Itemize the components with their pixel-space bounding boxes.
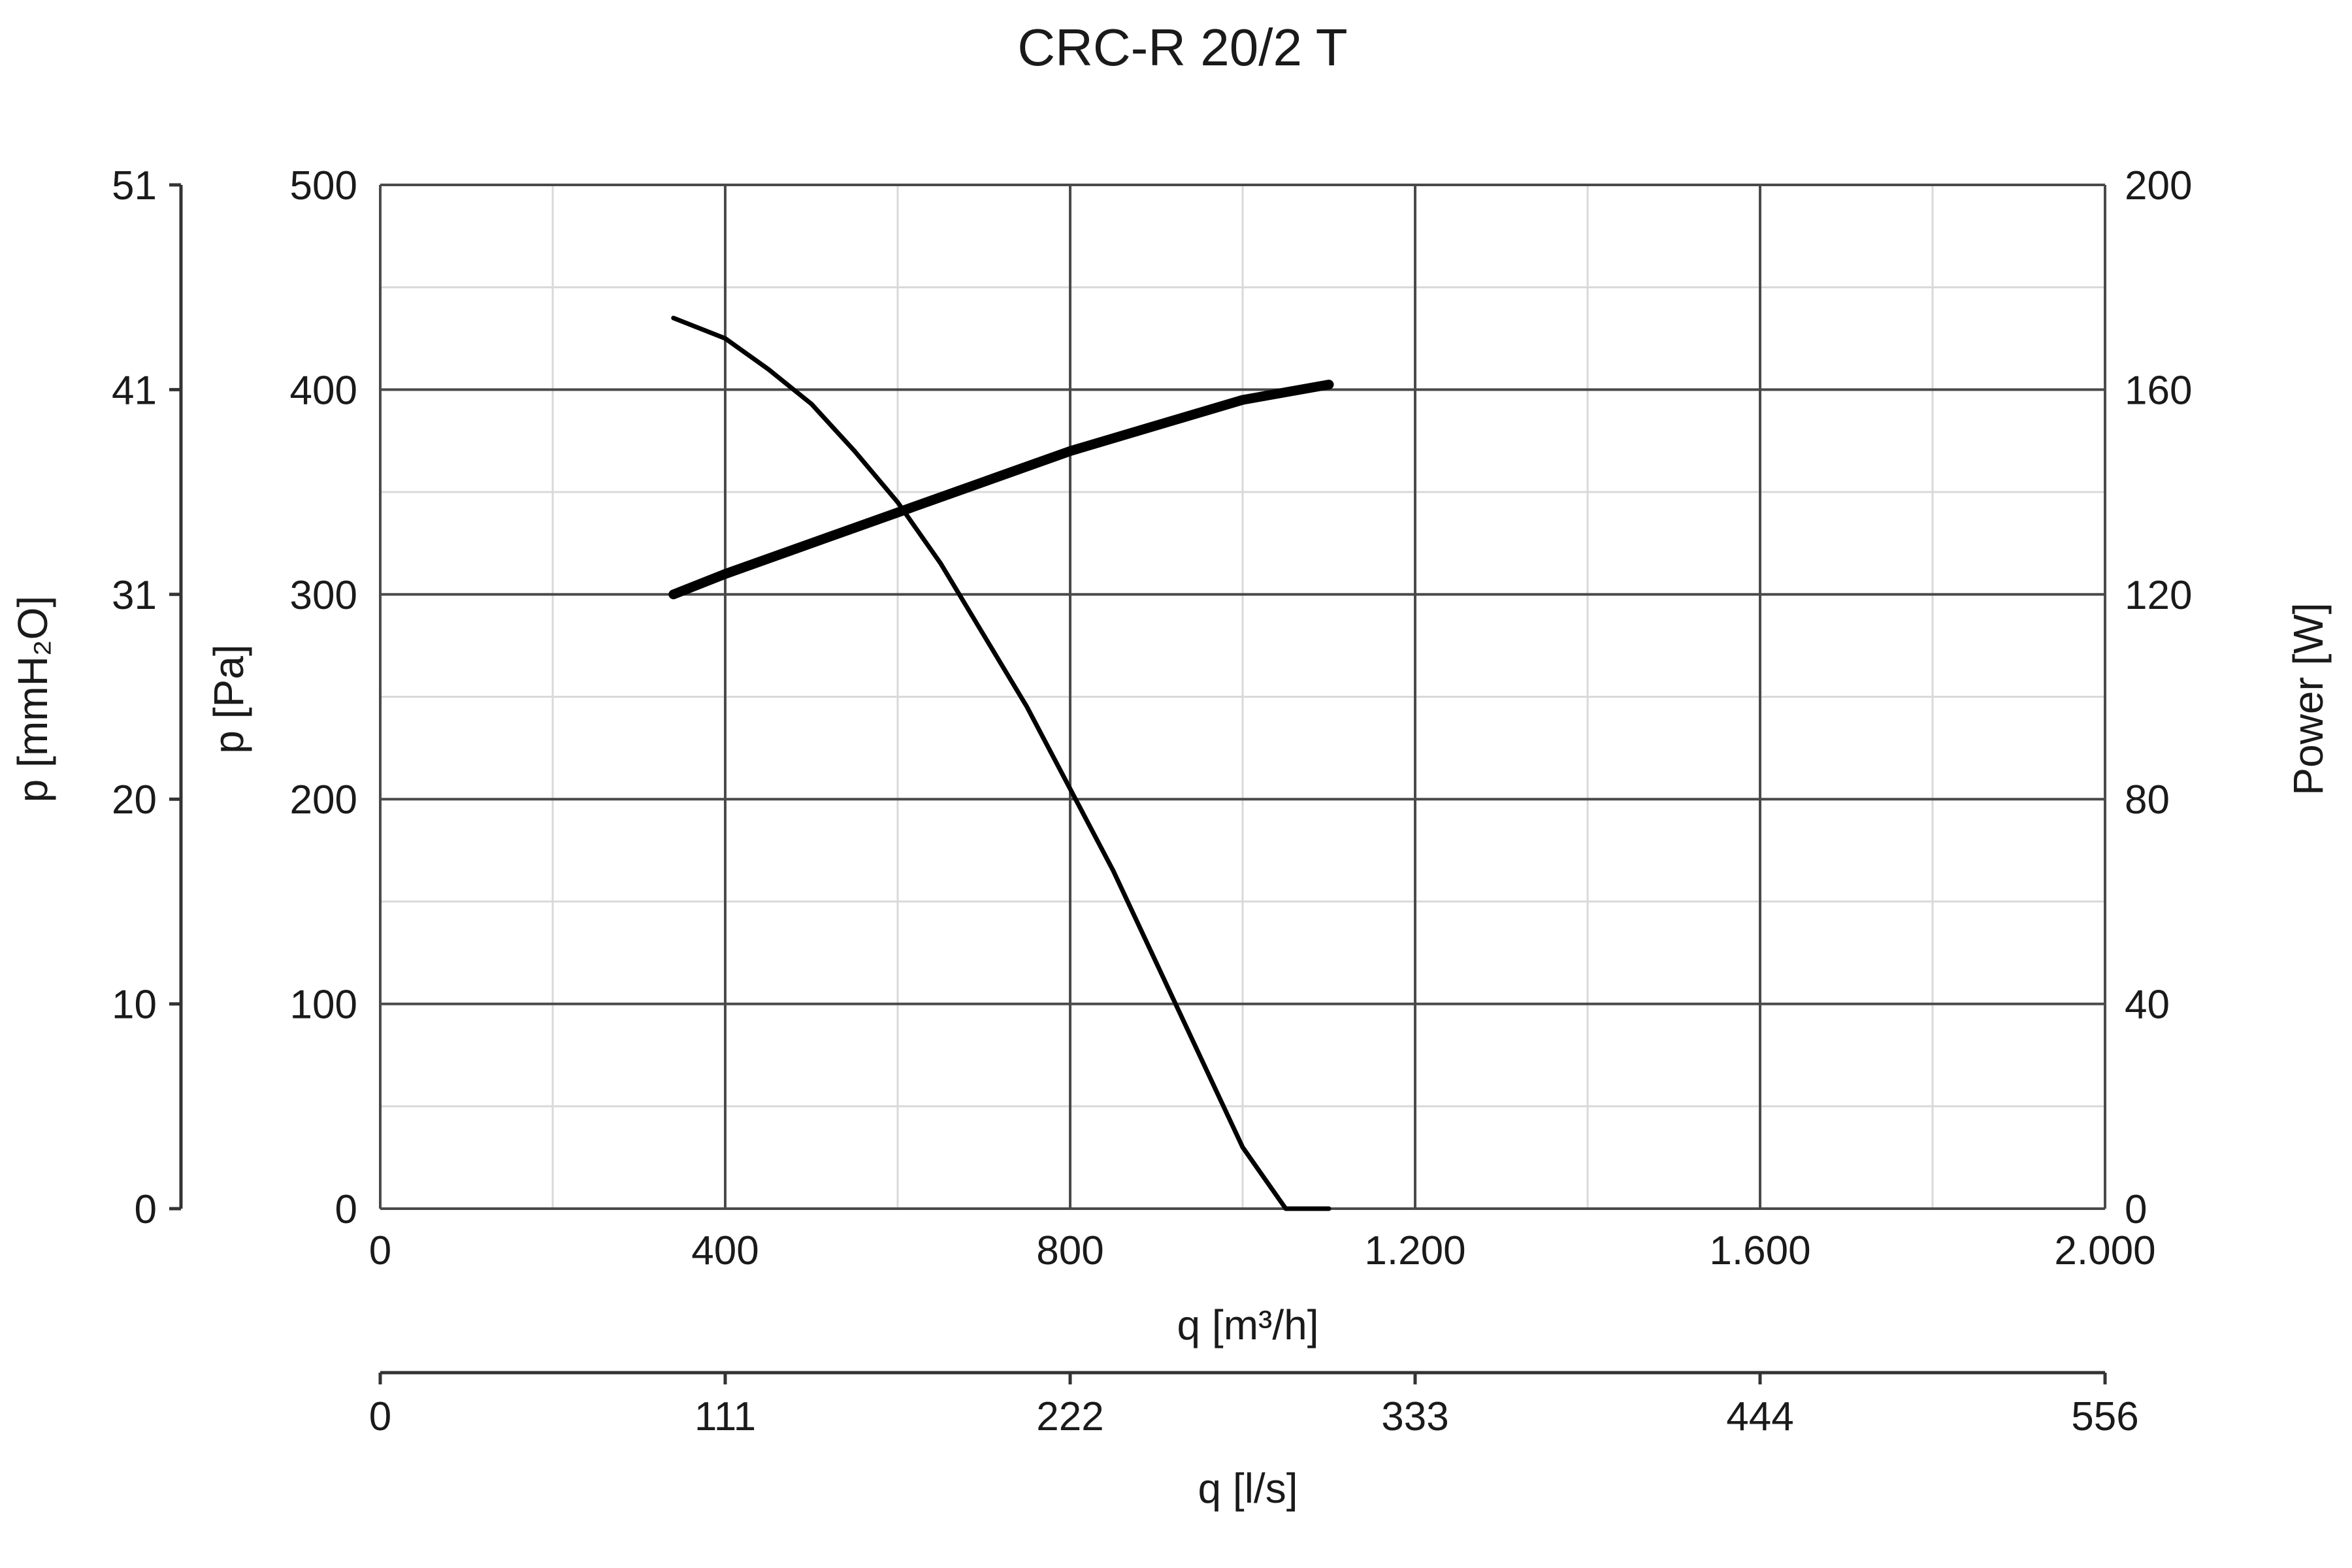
x2-tick-label: 111 (694, 1394, 756, 1439)
y-left2-axis-title: p [mmH₂O] (9, 596, 56, 802)
chart-title: CRC-R 20/2 T (1017, 18, 1347, 76)
x-tick-label: 800 (1036, 1228, 1103, 1273)
x2-tick-label: 333 (1381, 1394, 1448, 1439)
y-tick-label: 300 (290, 573, 357, 618)
x2-tick-label: 556 (2071, 1394, 2138, 1439)
y-right-tick-label: 80 (2125, 777, 2170, 823)
x-tick-label: 1.200 (1364, 1228, 1465, 1273)
y-left2-tick-label: 31 (112, 573, 157, 618)
y-axis-title: p [Pa] (205, 644, 252, 753)
major-gridlines (379, 184, 2106, 1210)
y-tick-label: 100 (290, 983, 357, 1028)
y-tick-label: 400 (290, 368, 357, 413)
y-left2-tick-label: 51 (112, 163, 157, 208)
x-axis-title: q [m³/h] (1177, 1301, 1319, 1348)
x-tick-label: 0 (369, 1228, 391, 1273)
x2-tick-label: 222 (1036, 1394, 1103, 1439)
pressure-curve (671, 316, 1331, 1211)
y-right-tick-label: 200 (2125, 163, 2192, 208)
y-left2-tick-label: 0 (135, 1187, 157, 1232)
y-right-tick-label: 40 (2125, 983, 2170, 1028)
power-curve (668, 380, 1334, 600)
series-lines (668, 316, 1334, 1211)
x2-tick-label: 0 (369, 1394, 391, 1439)
y-left2-tick-label: 20 (112, 777, 157, 823)
y-left2-tick-label: 41 (112, 368, 157, 413)
x2-tick-label: 444 (1726, 1394, 1793, 1439)
axes (169, 183, 2107, 1384)
x-tick-label: 1.600 (1709, 1228, 1810, 1273)
x-tick-label: 400 (691, 1228, 759, 1273)
minor-gridlines (380, 185, 2105, 1209)
y-tick-label: 0 (335, 1187, 357, 1232)
y-left2-tick-label: 10 (112, 983, 157, 1028)
x2-axis-title: q [l/s] (1198, 1465, 1298, 1512)
y-tick-label: 500 (290, 163, 357, 208)
y-right-tick-label: 0 (2125, 1187, 2147, 1232)
y-right-tick-label: 120 (2125, 573, 2192, 618)
x-tick-label: 2.000 (2054, 1228, 2155, 1273)
y-right-axis-title: Power [W] (2285, 602, 2332, 795)
y-right-tick-label: 160 (2125, 368, 2192, 413)
y-tick-label: 200 (290, 777, 357, 823)
